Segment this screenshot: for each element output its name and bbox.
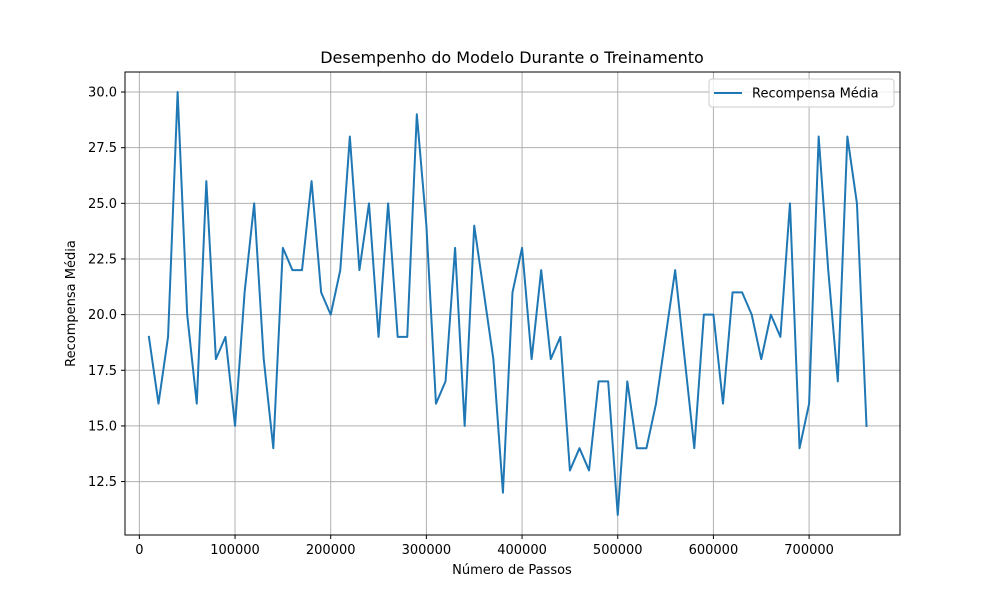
y-tick-label: 17.5 <box>88 364 117 379</box>
x-axis-ticks: 0 100000 200000 300000 400000 500000 600000 700… <box>135 535 834 558</box>
x-tick-label: 700000 <box>784 543 834 558</box>
y-tick-label: 22.5 <box>88 252 117 267</box>
plot-frame <box>124 71 901 536</box>
y-axis-title: Recompensa Média <box>64 240 79 367</box>
y-tick-label: 15.0 <box>88 419 117 434</box>
x-tick-label: 0 <box>135 543 143 558</box>
y-tick-label: 27.5 <box>88 141 117 156</box>
x-tick-label: 500000 <box>593 543 643 558</box>
x-tick-label: 400000 <box>497 543 547 558</box>
legend-label: Recompensa Média <box>752 87 879 102</box>
series-layer <box>147 91 868 516</box>
legend-box <box>708 78 895 108</box>
y-axis-ticks: 12.5 15.0 17.5 20.0 22.5 25.0 27.5 30.0 <box>88 86 125 490</box>
legend: Recompensa Média <box>708 78 895 108</box>
x-tick-label: 200000 <box>306 543 356 558</box>
x-tick-label: 100000 <box>210 543 260 558</box>
chart-title: Desempenho do Modelo Durante o Treinamen… <box>320 48 704 67</box>
y-tick-label: 20.0 <box>88 308 117 323</box>
x-tick-label: 300000 <box>402 543 452 558</box>
x-axis-title: Número de Passos <box>452 563 572 578</box>
series-line-recompensa-media <box>147 91 868 516</box>
y-tick-label: 30.0 <box>88 86 117 101</box>
x-tick-label: 600000 <box>689 543 739 558</box>
y-tick-label: 25.0 <box>88 197 117 212</box>
y-tick-label: 12.5 <box>88 475 117 490</box>
